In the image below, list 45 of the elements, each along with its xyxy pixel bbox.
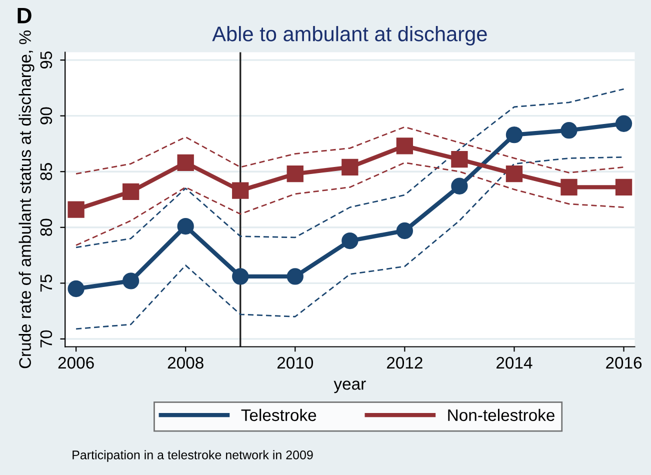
y-axis-title: Crude rate of ambulant status at discharge, % xyxy=(18,30,34,368)
point xyxy=(615,178,632,196)
point xyxy=(177,218,194,235)
text: Participation in a telestroke network in 2009 xyxy=(72,450,313,462)
chart-title: Able to ambulant at discharge xyxy=(212,26,487,46)
line-series xyxy=(75,88,624,248)
y-tick-label: 95 xyxy=(40,51,52,69)
x-axis-title: year xyxy=(334,380,366,394)
point xyxy=(68,201,84,218)
y-tick-label: 70 xyxy=(40,330,52,348)
x-tick-label: 2016 xyxy=(606,356,642,369)
line-series xyxy=(75,156,624,330)
y-tick-label: 75 xyxy=(40,274,52,292)
x-tick-label: 2010 xyxy=(277,356,314,369)
point xyxy=(396,222,414,240)
point xyxy=(560,122,578,139)
point xyxy=(122,183,140,200)
y-tick-label: 80 xyxy=(40,218,52,236)
x-tick-label: 2012 xyxy=(386,356,422,369)
point xyxy=(396,138,414,154)
point xyxy=(451,151,468,168)
text: D xyxy=(18,8,32,24)
point xyxy=(286,268,304,285)
point xyxy=(122,272,140,290)
point xyxy=(615,115,632,132)
legend-label: Non-telestroke xyxy=(448,408,554,422)
x-tick-label: 2008 xyxy=(168,356,204,369)
point xyxy=(286,166,304,182)
point xyxy=(342,232,358,250)
line-series xyxy=(75,162,624,246)
legend-label: Telestroke xyxy=(241,408,316,422)
point xyxy=(451,178,468,194)
x-tick-label: 2014 xyxy=(496,356,532,369)
y-tick-label: 85 xyxy=(40,163,52,180)
line-series xyxy=(75,126,624,175)
point xyxy=(560,178,578,196)
point xyxy=(342,158,358,176)
x-tick-label: 2006 xyxy=(58,356,94,369)
point xyxy=(232,268,249,285)
point xyxy=(506,166,523,182)
point xyxy=(506,126,523,144)
point xyxy=(68,280,84,298)
point xyxy=(177,154,194,172)
y-tick-label: 90 xyxy=(40,107,52,124)
point xyxy=(232,182,249,199)
